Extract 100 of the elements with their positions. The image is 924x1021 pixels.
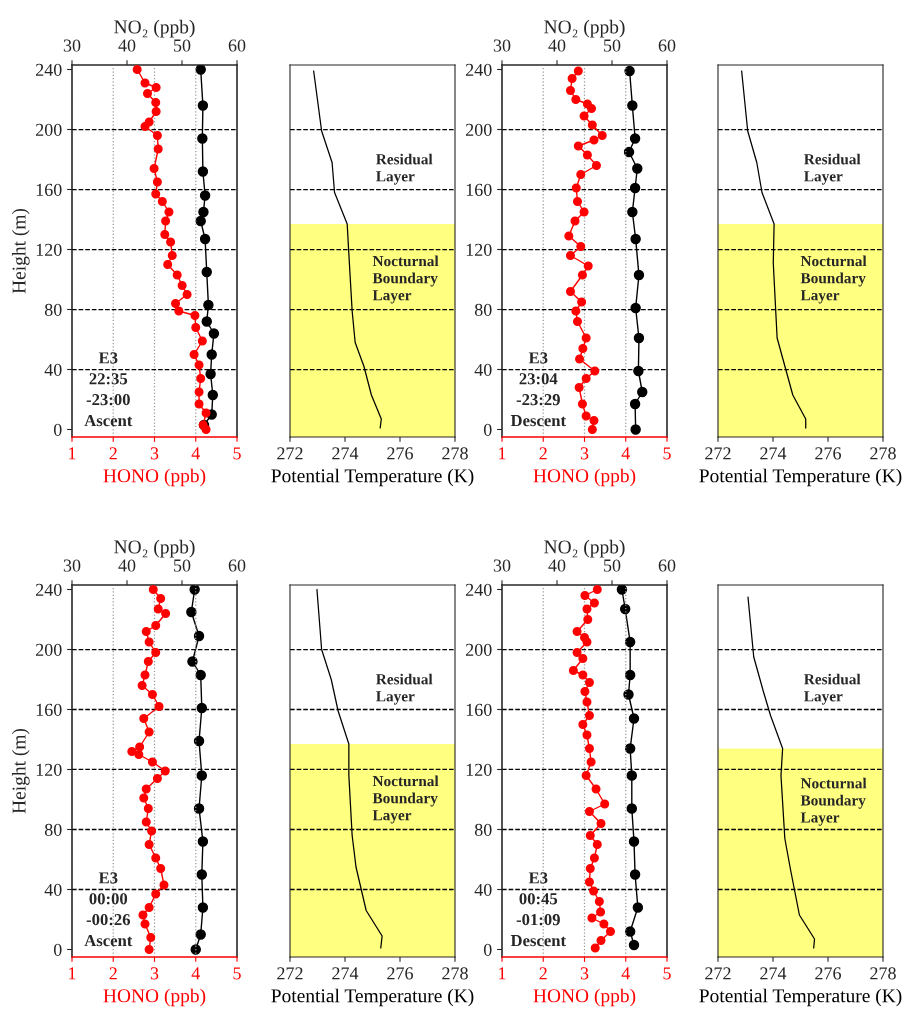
y-axis-title: Height (m) [11, 728, 30, 814]
point [143, 803, 153, 814]
point [177, 280, 187, 291]
point [144, 727, 154, 737]
point [151, 853, 161, 863]
point [142, 88, 153, 99]
point [565, 250, 575, 261]
point [592, 839, 602, 850]
x-tick-label: 278 [442, 447, 468, 460]
annotation: Residual Layer [804, 153, 861, 185]
point [584, 806, 594, 817]
point [151, 106, 161, 117]
x-tick-label: 274 [332, 447, 359, 460]
x-tick-label: 5 [233, 447, 241, 460]
x2-axis-title: NO₂ (ppb) [544, 19, 625, 38]
y-tick-label: 200 [465, 643, 492, 656]
point [189, 349, 199, 360]
x-tick-label: 4 [191, 967, 200, 980]
y-tick-label: 240 [465, 63, 492, 76]
point [144, 944, 154, 955]
x-tick-label: 276 [815, 447, 841, 460]
x-tick-label: 276 [387, 447, 413, 460]
point [605, 926, 616, 937]
x-tick-label: 2 [109, 967, 117, 980]
point [577, 297, 587, 307]
y-tick-label: 160 [466, 183, 492, 196]
point [154, 701, 164, 712]
point [597, 130, 607, 141]
point [572, 626, 582, 637]
x-tick-label: 2 [539, 967, 547, 980]
point [144, 839, 154, 850]
point [582, 730, 592, 740]
x2-tick-label: 50 [604, 559, 621, 572]
point [578, 653, 588, 664]
x-tick-label: 272 [277, 967, 303, 980]
point [191, 322, 201, 333]
point [580, 590, 590, 601]
point [161, 216, 171, 226]
annotation: E3 00:45 -01:09 Descent [510, 872, 566, 947]
point [596, 818, 606, 829]
point [139, 713, 149, 724]
point [587, 424, 597, 435]
point [153, 144, 163, 154]
point [144, 902, 154, 913]
x-axis-title: Potential Temperature (K) [699, 468, 902, 487]
point [590, 943, 600, 953]
point [576, 241, 586, 252]
point [596, 907, 606, 917]
x2-tick-label: 50 [174, 559, 191, 572]
x-tick-label: 3 [580, 967, 589, 980]
x-tick-label: 3 [150, 447, 159, 460]
annotation: Residual Layer [376, 673, 433, 705]
point [196, 373, 206, 384]
y-tick-label: 40 [474, 883, 492, 896]
x-tick-label: 274 [760, 967, 787, 980]
x-tick-label: 1 [499, 447, 506, 460]
y-tick-label: 160 [36, 703, 62, 716]
y-tick-label: 200 [35, 643, 62, 656]
point [578, 670, 588, 680]
x2-axis-title: NO₂ (ppb) [114, 539, 195, 558]
point [132, 65, 142, 75]
x2-tick-label: 30 [63, 39, 81, 52]
point [571, 183, 581, 193]
y-tick-label: 120 [466, 243, 492, 256]
x-axis-title: Potential Temperature (K) [699, 988, 902, 1007]
x-axis-title: HONO (ppb) [103, 468, 206, 487]
x-tick-label: 2 [109, 447, 117, 460]
annotation: E3 23:04 -23:29 Descent [510, 352, 566, 427]
x-axis-title: Potential Temperature (K) [271, 468, 474, 487]
x2-tick-label: 40 [548, 559, 566, 572]
point [174, 306, 184, 316]
point [577, 399, 587, 409]
y-tick-label: 40 [44, 883, 62, 896]
x-tick-label: 4 [621, 967, 630, 980]
point [135, 742, 145, 752]
point [582, 697, 592, 707]
x2-tick-label: 60 [658, 39, 676, 52]
point [201, 424, 211, 435]
point [152, 773, 162, 784]
x-tick-label: 1 [69, 967, 76, 980]
y-tick-label: 0 [483, 423, 492, 436]
point [581, 770, 591, 781]
point [194, 387, 204, 397]
point [596, 935, 606, 946]
point [589, 853, 599, 863]
x2-tick-label: 40 [118, 559, 136, 572]
point [197, 336, 207, 346]
point [567, 73, 577, 84]
point [572, 196, 583, 207]
point [137, 680, 147, 691]
annotation: Residual Layer [376, 153, 433, 185]
point [565, 85, 575, 96]
point [190, 310, 200, 321]
point [161, 608, 171, 619]
x2-tick-label: 40 [118, 39, 136, 52]
point [152, 130, 162, 141]
point [591, 784, 601, 794]
point [147, 757, 157, 767]
point [572, 316, 583, 327]
annotation: Residual Layer [804, 673, 861, 705]
